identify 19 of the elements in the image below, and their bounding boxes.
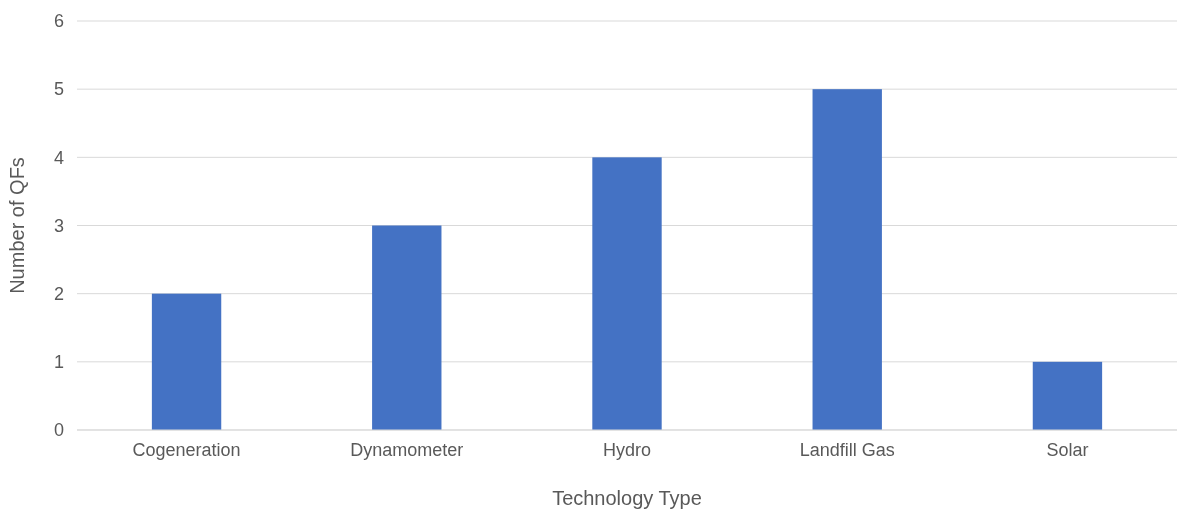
y-tick-label: 5 bbox=[53, 79, 64, 100]
bar bbox=[1032, 361, 1103, 430]
x-tick-label: Cogeneration bbox=[132, 440, 241, 461]
y-tick-label: 6 bbox=[53, 11, 64, 32]
bar bbox=[151, 293, 222, 430]
y-tick-label: 2 bbox=[53, 283, 64, 304]
x-tick-label: Dynamometer bbox=[350, 440, 464, 461]
y-axis-title: Number of QFs bbox=[6, 157, 28, 294]
x-tick-label: Hydro bbox=[602, 440, 652, 461]
x-axis-title: Technology Type bbox=[552, 487, 702, 509]
y-tick-label: 0 bbox=[53, 420, 64, 441]
bar bbox=[372, 225, 442, 430]
y-tick-label: 3 bbox=[53, 215, 64, 236]
y-tick-label: 1 bbox=[53, 352, 64, 373]
x-tick-label: Landfill Gas bbox=[799, 440, 895, 461]
bar bbox=[592, 157, 662, 430]
x-tick-label: Solar bbox=[1046, 440, 1089, 461]
bar bbox=[812, 89, 882, 430]
y-tick-label: 4 bbox=[53, 147, 64, 168]
